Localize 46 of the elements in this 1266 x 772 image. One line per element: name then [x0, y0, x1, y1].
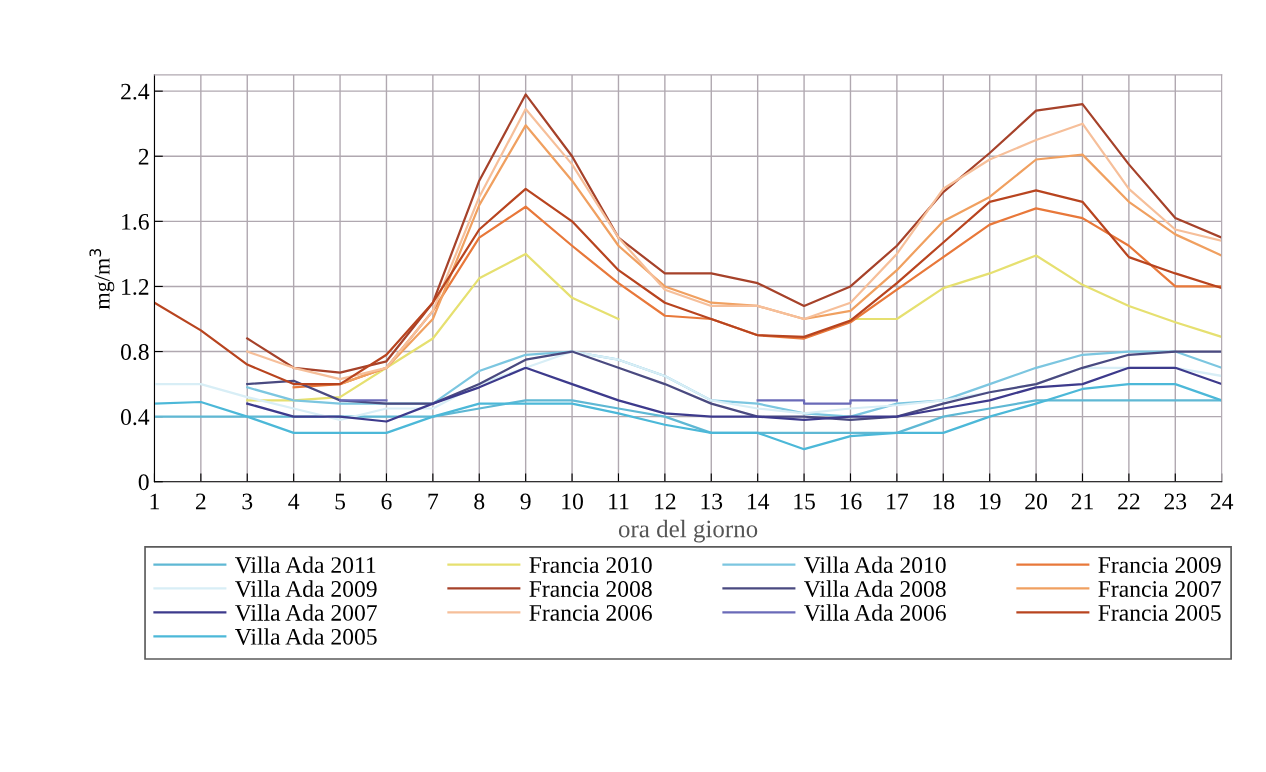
y-tick-label: 0 — [138, 474, 149, 491]
y-tick-label: 1.6 — [122, 213, 149, 230]
x-tick-label: 22 — [1118, 493, 1140, 510]
y-axis-title: mg/m$^{3}$ — [89, 248, 115, 310]
legend-label: Villa Ada 2007 — [235, 604, 377, 621]
x-tick-label: 8 — [474, 493, 485, 510]
x-tick-label: 4 — [288, 493, 300, 510]
y-tick-label: 0.4 — [120, 409, 150, 426]
x-tick-label: 5 — [335, 493, 346, 510]
x-tick-label: 24 — [1210, 493, 1234, 510]
x-tick-label: 9 — [520, 493, 531, 510]
x-tick-label: 2 — [195, 493, 206, 510]
legend-label: Villa Ada 2009 — [235, 580, 377, 598]
legend-label: Villa Ada 2008 — [804, 580, 946, 598]
x-tick-label: 3 — [242, 493, 253, 510]
y-tick-label: 1.2 — [122, 279, 149, 295]
legend-label: Villa Ada 2005 — [235, 628, 377, 645]
legend-label: Francia 2006 — [529, 604, 652, 621]
x-tick-label: 20 — [1025, 493, 1047, 510]
y-tick-label: 2.4 — [121, 83, 150, 100]
x-tick-label: 15 — [794, 493, 815, 510]
legend-label: Francia 2008 — [529, 581, 652, 597]
y-tick-label: 2 — [138, 148, 149, 165]
legend-label: Francia 2009 — [1098, 557, 1221, 574]
x-tick-label: 1 — [150, 493, 159, 510]
x-tick-label: 14 — [747, 493, 770, 510]
x-tick-label: 21 — [1071, 493, 1093, 510]
legend-label: Villa Ada 2006 — [804, 604, 946, 621]
x-tick-label: 16 — [840, 493, 862, 510]
x-tick-label: 17 — [887, 493, 909, 510]
x-axis-title: ora del giorno — [618, 519, 758, 543]
x-tick-label: 13 — [701, 493, 723, 510]
x-tick-label: 19 — [979, 493, 1001, 510]
x-tick-label: 10 — [562, 493, 583, 510]
x-tick-label: 6 — [381, 493, 392, 510]
legend-label: Francia 2010 — [529, 557, 652, 574]
legend-label: Francia 2007 — [1098, 581, 1221, 597]
legend-label: Villa Ada 2011 — [235, 556, 376, 574]
x-tick-label: 23 — [1164, 493, 1187, 510]
legend-label: Francia 2005 — [1098, 604, 1221, 621]
x-tick-label: 12 — [655, 493, 676, 510]
legend-label: Villa Ada 2010 — [804, 556, 946, 574]
x-tick-label: 11 — [609, 493, 629, 510]
y-tick-label: 0.8 — [120, 344, 149, 361]
x-tick-label: 7 — [428, 493, 439, 510]
x-tick-label: 18 — [933, 493, 955, 510]
